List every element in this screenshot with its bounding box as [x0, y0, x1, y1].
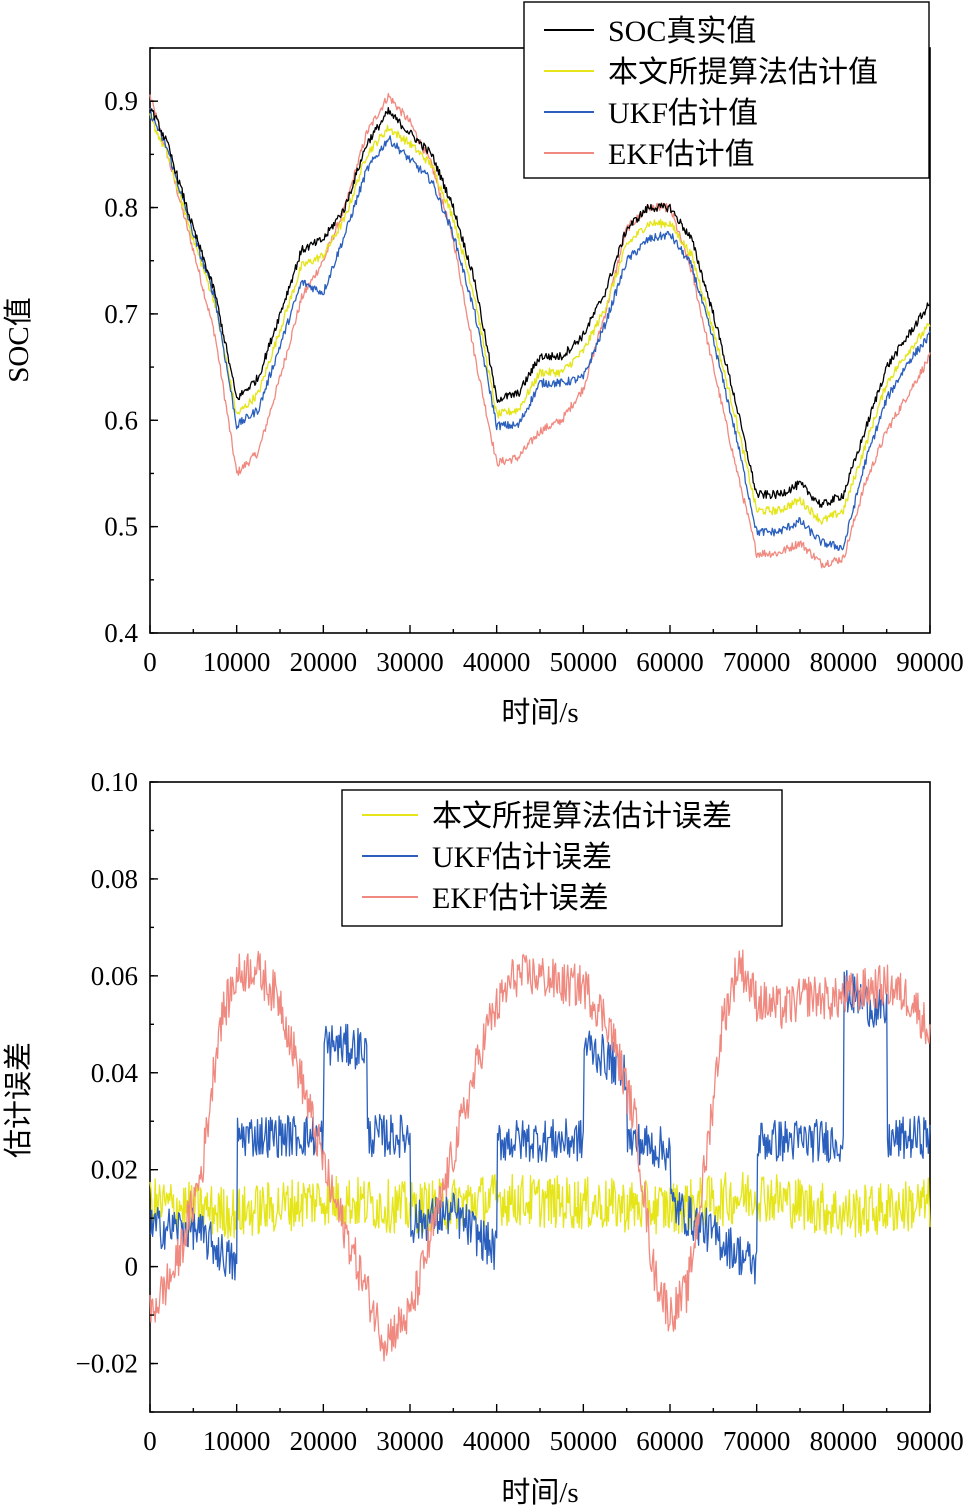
x-tick-label: 60000 — [636, 1426, 704, 1456]
series-line-1 — [150, 107, 931, 508]
x-tick-label: 20000 — [290, 647, 358, 677]
legend-label: 本文所提算法估计值 — [608, 56, 878, 89]
y-tick-label: 0.5 — [104, 512, 138, 542]
error-series-group — [149, 949, 931, 1362]
y-tick-label: 0.04 — [91, 1058, 139, 1088]
y-tick-label: 0.02 — [91, 1155, 138, 1185]
error-chart: 0 10000 20000 30000 40000 50000 60000 70000 8000… — [2, 767, 964, 1509]
error-y-ticks: −0.02 0 0.02 0.04 0.06 0.08 0.10 — [76, 767, 158, 1413]
soc-legend-box — [523, 1, 930, 179]
error-y-axis-label: 估计误差 — [2, 1042, 35, 1158]
x-tick-label: 40000 — [463, 647, 531, 677]
error-legend: 本文所提算法估计误差 UKF估计误差 EKF估计误差 — [341, 789, 783, 927]
x-tick-label: 50000 — [550, 1426, 618, 1456]
x-tick-label: 50000 — [550, 647, 618, 677]
soc-y-ticks: 0.4 0.5 0.6 0.7 0.8 0.9 — [104, 47, 158, 648]
legend-label: UKF估计误差 — [432, 841, 612, 874]
error-legend-items: 本文所提算法估计误差 UKF估计误差 EKF估计误差 — [362, 800, 732, 915]
soc-series-group — [149, 92, 931, 569]
soc-y-axis-label: SOC值 — [2, 297, 35, 382]
y-tick-label: 0.06 — [91, 961, 138, 991]
legend-label: UKF估计值 — [608, 97, 758, 130]
y-tick-label: 0.8 — [104, 193, 138, 223]
series-line-2 — [149, 969, 931, 1285]
soc-x-axis-label: 时间/s — [501, 696, 578, 729]
y-tick-label: 0.9 — [104, 86, 138, 116]
series-line-4 — [149, 92, 931, 569]
y-tick-label: −0.02 — [76, 1349, 138, 1379]
series-line-3 — [149, 949, 931, 1362]
x-tick-label: 70000 — [723, 647, 791, 677]
legend-label: EKF估计值 — [608, 138, 755, 171]
series-line-2 — [149, 113, 931, 525]
x-tick-label: 30000 — [376, 1426, 444, 1456]
y-tick-label: 0.4 — [104, 618, 138, 648]
soc-chart: 0 10000 20000 30000 40000 50000 60000 70000 8000… — [2, 1, 964, 729]
x-tick-label: 0 — [143, 1426, 157, 1456]
x-tick-label: 90000 — [896, 1426, 964, 1456]
y-tick-label: 0.10 — [91, 767, 138, 797]
y-tick-label: 0.6 — [104, 405, 138, 435]
x-tick-label: 0 — [143, 647, 157, 677]
x-tick-label: 80000 — [810, 647, 878, 677]
legend-label: 本文所提算法估计误差 — [432, 800, 732, 833]
x-tick-label: 40000 — [463, 1426, 531, 1456]
x-tick-label: 10000 — [203, 1426, 271, 1456]
legend-label: SOC真实值 — [608, 15, 756, 48]
error-x-ticks: 0 10000 20000 30000 40000 50000 60000 70000 8000… — [143, 1404, 964, 1456]
x-tick-label: 60000 — [636, 647, 704, 677]
x-tick-label: 30000 — [376, 647, 444, 677]
soc-x-ticks: 0 10000 20000 30000 40000 50000 60000 70000 8000… — [143, 625, 964, 677]
y-tick-label: 0 — [125, 1252, 139, 1282]
x-tick-label: 10000 — [203, 647, 271, 677]
x-tick-label: 90000 — [896, 647, 964, 677]
error-legend-box — [341, 789, 783, 927]
y-tick-label: 0.7 — [104, 299, 138, 329]
x-tick-label: 70000 — [723, 1426, 791, 1456]
y-tick-label: 0.08 — [91, 864, 138, 894]
error-x-axis-label: 时间/s — [501, 1476, 578, 1509]
series-line-1 — [149, 1171, 931, 1239]
x-tick-label: 20000 — [290, 1426, 358, 1456]
x-tick-label: 80000 — [810, 1426, 878, 1456]
series-line-3 — [149, 107, 931, 551]
legend-label: EKF估计误差 — [432, 882, 609, 915]
